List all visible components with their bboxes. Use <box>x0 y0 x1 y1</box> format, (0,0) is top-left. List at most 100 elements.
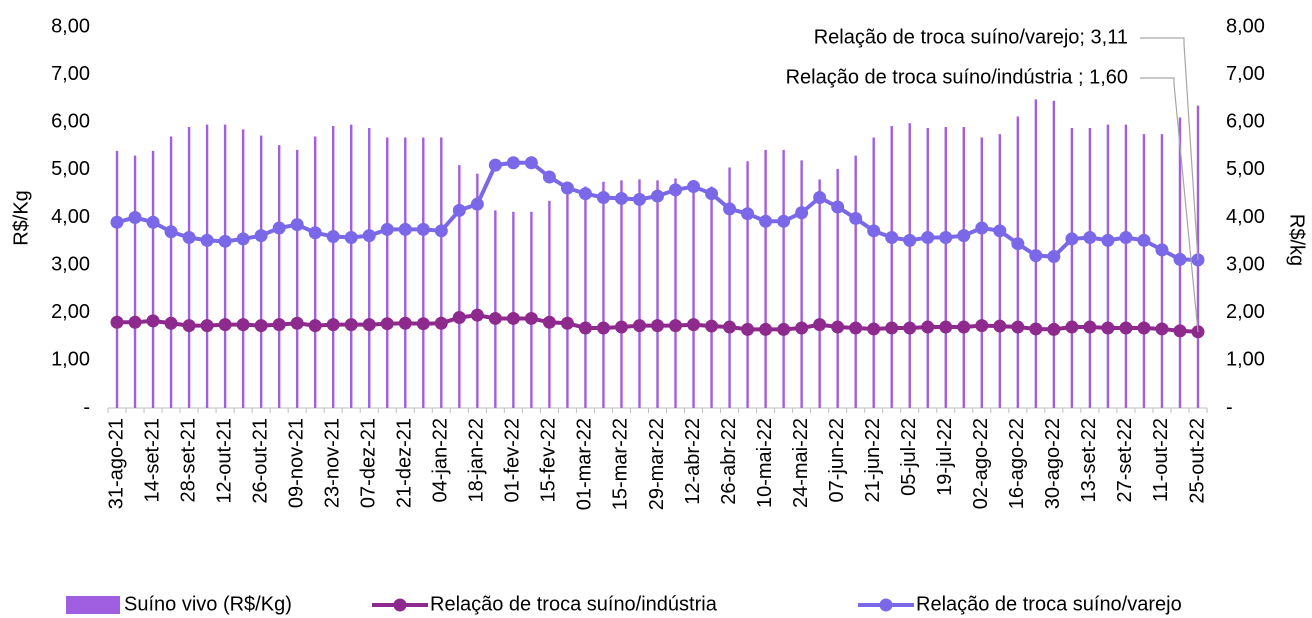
marker <box>164 316 178 330</box>
bar <box>223 124 227 408</box>
marker <box>723 320 737 334</box>
marker <box>578 187 592 201</box>
bar <box>151 150 155 408</box>
marker <box>777 214 791 228</box>
marker <box>254 229 268 243</box>
marker <box>164 225 178 239</box>
bar <box>1016 116 1020 408</box>
marker <box>1119 231 1133 245</box>
x-tick-label: 19-jul-22 <box>934 418 956 496</box>
x-tick-label: 18-jan-22 <box>466 418 488 503</box>
x-tick-label: 04-jan-22 <box>430 418 452 503</box>
x-tick-label: 26-abr-22 <box>718 418 740 505</box>
marker <box>975 319 989 333</box>
marker <box>1047 322 1061 336</box>
marker <box>687 318 701 332</box>
marker <box>452 203 466 217</box>
marker <box>128 211 142 224</box>
marker <box>957 229 971 243</box>
marker <box>1101 321 1115 335</box>
marker <box>416 222 430 236</box>
bar <box>584 186 587 408</box>
marker <box>849 321 863 335</box>
y-tick-label: 3,00 <box>51 253 90 275</box>
marker <box>272 221 286 235</box>
marker <box>1011 237 1025 251</box>
x-tick-label: 21-jun-22 <box>862 418 884 503</box>
x-tick-label: 28-set-21 <box>177 418 199 503</box>
x-tick-label: 07-dez-21 <box>358 418 380 508</box>
bar <box>277 145 281 409</box>
bar <box>187 127 191 408</box>
x-tick-label: 12-abr-22 <box>682 418 704 505</box>
x-tick-label: 15-mar-22 <box>610 418 632 510</box>
marker <box>308 226 322 240</box>
bar <box>1106 124 1110 408</box>
bar <box>259 135 263 408</box>
marker <box>182 231 196 245</box>
legend-swatch <box>66 596 120 614</box>
bar <box>404 137 407 409</box>
y-tick-label: 5,00 <box>51 158 90 180</box>
bar <box>422 137 425 409</box>
y2-tick-label: 4,00 <box>1226 206 1265 228</box>
marker <box>200 319 214 333</box>
leader-line <box>1140 77 1199 332</box>
marker <box>398 222 412 236</box>
bar <box>386 137 389 409</box>
marker <box>759 322 773 336</box>
y2-tick-label: 7,00 <box>1226 63 1265 85</box>
marker <box>380 317 394 331</box>
marker <box>1029 322 1043 336</box>
bar <box>818 179 821 408</box>
legend-label: Suíno vivo (R$/Kg) <box>124 593 292 615</box>
marker <box>560 316 574 330</box>
bar <box>1070 127 1074 408</box>
x-tick-label: 26-out-21 <box>249 418 271 504</box>
bar <box>944 127 947 408</box>
y-tick-label: 4,00 <box>51 206 90 228</box>
bar <box>205 124 209 408</box>
bar <box>638 179 641 408</box>
bar <box>133 155 137 408</box>
marker <box>398 316 412 330</box>
marker <box>903 321 917 335</box>
marker <box>741 322 755 336</box>
marker <box>759 214 773 228</box>
marker <box>849 211 863 225</box>
marker <box>1173 252 1187 266</box>
x-tick-label: 11-out-22 <box>1150 418 1172 502</box>
y2-tick-label: 2,00 <box>1226 301 1265 323</box>
bar <box>854 155 857 408</box>
bar <box>458 165 461 408</box>
marker <box>380 222 394 236</box>
y2-tick-label: 3,00 <box>1226 253 1265 275</box>
marker <box>632 192 646 206</box>
marker <box>434 224 448 238</box>
marker <box>741 207 755 221</box>
marker <box>669 183 683 197</box>
marker <box>362 318 376 332</box>
bar <box>998 134 1002 408</box>
marker <box>1137 321 1151 335</box>
x-tick-label: 23-nov-21 <box>321 418 343 508</box>
x-tick-label: 01-fev-22 <box>502 418 524 503</box>
y-tick-label: - <box>83 396 90 418</box>
x-tick-label: 14-set-21 <box>141 418 163 503</box>
bar <box>836 168 839 408</box>
marker <box>813 190 827 204</box>
data-label: Relação de troca suíno/varejo; 3,11 <box>814 26 1128 48</box>
marker <box>1083 231 1097 245</box>
marker <box>146 314 160 328</box>
x-tick-label: 09-nov-21 <box>285 418 307 508</box>
y-axis-title: R$/Kg <box>10 190 32 246</box>
marker <box>993 319 1007 333</box>
marker <box>705 319 719 333</box>
bar <box>440 137 443 409</box>
marker <box>596 321 610 335</box>
marker <box>1137 233 1151 247</box>
marker <box>470 308 484 322</box>
leader-line <box>1140 37 1199 260</box>
bar <box>295 149 299 408</box>
bar <box>602 181 605 408</box>
